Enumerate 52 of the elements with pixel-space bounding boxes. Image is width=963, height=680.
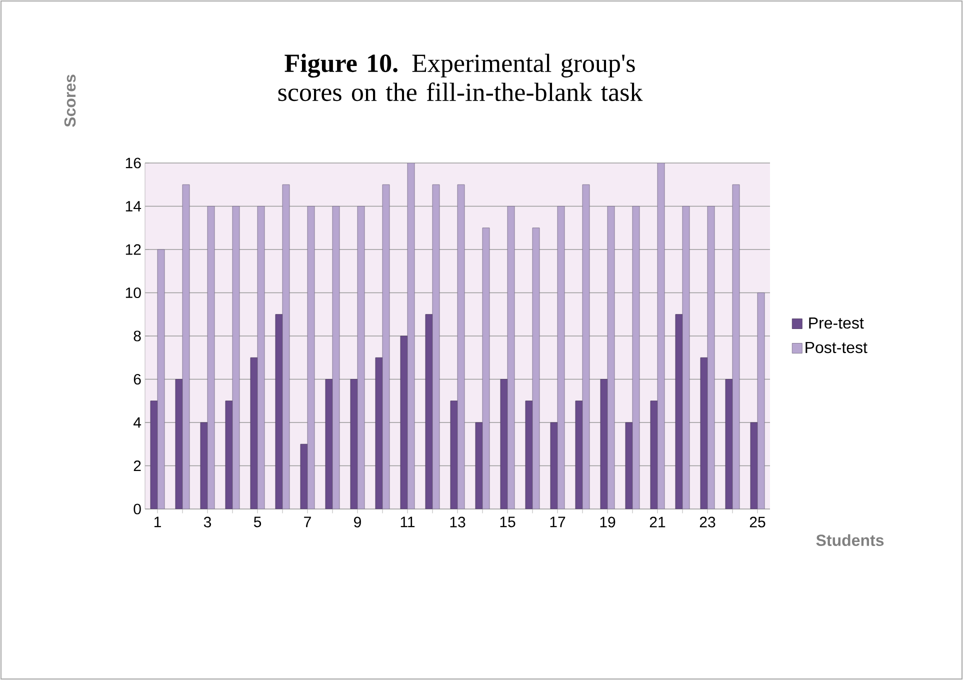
x-tick-label: 7	[304, 516, 311, 528]
bar	[557, 206, 565, 509]
bar	[757, 292, 765, 509]
x-tick-label: 21	[650, 516, 666, 528]
y-tick-label: 12	[126, 244, 141, 255]
y-tick-label: 6	[134, 374, 141, 385]
x-tick-label: 11	[400, 516, 415, 528]
bar	[282, 184, 290, 509]
y-tick-label: 0	[134, 504, 141, 514]
x-tick-label: 17	[550, 516, 566, 528]
y-tick-label: 2	[134, 460, 141, 471]
bar	[432, 184, 440, 509]
bar	[507, 206, 515, 509]
bar	[182, 184, 190, 509]
x-tick-label: 3	[204, 516, 212, 528]
bar	[732, 184, 740, 509]
bar	[482, 228, 490, 509]
y-tick-label: 14	[126, 201, 142, 212]
bar	[382, 184, 390, 509]
bar	[682, 206, 690, 509]
y-tick-label: 8	[134, 330, 141, 342]
legend-label: Post-test	[806, 342, 868, 354]
x-tick-label: 13	[450, 516, 466, 528]
bar	[707, 206, 715, 509]
y-tick-label: 16	[126, 158, 141, 168]
x-axis-title: Students	[816, 534, 884, 546]
bar	[232, 206, 240, 509]
bar	[632, 206, 640, 509]
chart-title: Figure 10. Experimental group's scores on the fill-in-the-blank task	[278, 54, 643, 102]
x-tick-label: 19	[600, 516, 616, 528]
x-tick-label: 1	[154, 516, 161, 528]
bar	[407, 162, 415, 509]
y-tick-label: 10	[126, 287, 141, 298]
bar	[607, 206, 615, 509]
bar	[257, 206, 265, 509]
x-tick-label: 25	[750, 516, 766, 528]
bar	[582, 184, 590, 509]
bar	[157, 249, 165, 509]
bar	[307, 206, 315, 509]
bar	[457, 184, 465, 509]
x-tick-label: 9	[354, 516, 361, 528]
y-axis-title: Scores	[64, 74, 76, 127]
x-tick-label: 23	[700, 516, 716, 528]
bar	[207, 206, 215, 509]
bar	[657, 162, 665, 509]
y-tick-label: 4	[133, 417, 142, 428]
bar	[332, 206, 340, 509]
bar	[357, 206, 365, 509]
x-tick-label: 15	[500, 516, 516, 528]
bar	[532, 228, 540, 509]
x-tick-label: 5	[254, 516, 262, 528]
legend-label: Pre-test	[809, 317, 864, 329]
